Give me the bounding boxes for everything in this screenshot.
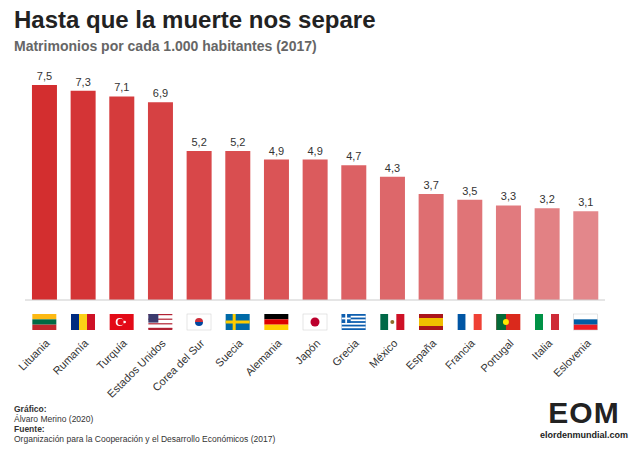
svg-text:Japón: Japón — [293, 337, 323, 367]
svg-text:3,2: 3,2 — [539, 193, 554, 205]
svg-text:Estados Unidos: Estados Unidos — [104, 336, 168, 400]
svg-text:7,3: 7,3 — [75, 76, 90, 88]
svg-text:México: México — [367, 337, 400, 370]
html-text:Organización para la Cooperaci: Organización para la Cooperación y el De… — [14, 434, 276, 444]
svg-text:6,9: 6,9 — [153, 87, 168, 99]
svg-text:3,7: 3,7 — [423, 179, 438, 191]
svg-text:Rumanía: Rumanía — [50, 336, 91, 377]
svg-text:4,9: 4,9 — [307, 145, 322, 157]
html-text:Hasta que la muerte nos separe: Hasta que la muerte nos separe — [14, 6, 376, 33]
svg-text:España: España — [404, 336, 439, 371]
svg-text:Corea del Sur: Corea del Sur — [150, 337, 207, 394]
svg-text:Turquía: Turquía — [94, 336, 130, 372]
svg-text:Alemania: Alemania — [243, 336, 285, 378]
svg-text:Eslovenia: Eslovenia — [551, 336, 594, 379]
svg-text:Suecia: Suecia — [213, 336, 246, 369]
svg-text:7,5: 7,5 — [37, 70, 52, 82]
svg-text:Portugal: Portugal — [478, 337, 515, 374]
svg-text:3,5: 3,5 — [462, 185, 477, 197]
svg-text:Grecia: Grecia — [330, 336, 362, 368]
svg-text:Italia: Italia — [529, 336, 555, 362]
html-text:Gráfico:: Gráfico: — [14, 404, 47, 414]
svg-text:7,1: 7,1 — [114, 81, 129, 93]
svg-text:3,3: 3,3 — [501, 190, 516, 202]
svg-text:Francia: Francia — [443, 336, 478, 371]
svg-text:4,7: 4,7 — [346, 150, 361, 162]
svg-text:4,9: 4,9 — [269, 145, 284, 157]
html-text:Matrimonios por cada 1.000 hab: Matrimonios por cada 1.000 habitantes (2… — [14, 38, 317, 54]
html-text:elordenmundial.com: elordenmundial.com — [540, 430, 628, 440]
svg-text:5,2: 5,2 — [230, 136, 245, 148]
svg-text:5,2: 5,2 — [191, 136, 206, 148]
html-text:EOM: EOM — [548, 396, 620, 429]
svg-text:Lituania: Lituania — [16, 336, 52, 372]
html-text:Álvaro Merino (2020): Álvaro Merino (2020) — [14, 414, 94, 424]
svg-text:4,3: 4,3 — [385, 162, 400, 174]
html-text:Fuente:: Fuente: — [14, 424, 45, 434]
svg-text:3,1: 3,1 — [578, 196, 593, 208]
